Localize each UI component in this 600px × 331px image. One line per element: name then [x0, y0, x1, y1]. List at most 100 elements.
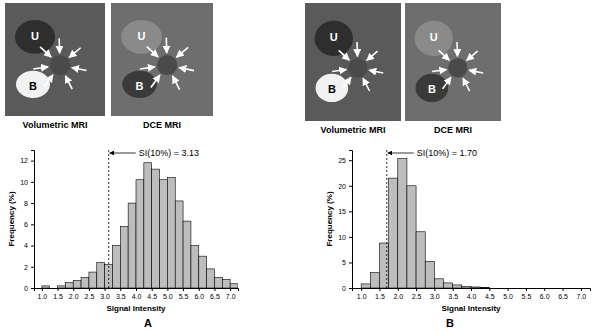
axis-line [349, 151, 353, 289]
histogram-bar [120, 226, 128, 288]
arrow [363, 78, 370, 91]
tick: 6.0 [194, 288, 204, 300]
arrow [456, 42, 458, 56]
histogram-bar [370, 273, 379, 288]
image-background [111, 3, 213, 116]
tick-label: 3.0 [100, 293, 110, 300]
histogram-bar [379, 243, 388, 288]
mri-image: UB [5, 3, 105, 116]
tick-label: 2.0 [393, 293, 403, 300]
tick: 7.0 [576, 288, 586, 300]
histogram-bar [112, 246, 120, 288]
tick-label: 1.5 [53, 293, 63, 300]
arrow [332, 70, 346, 72]
histogram-bar [175, 201, 183, 288]
tick-label: 4.0 [467, 293, 477, 300]
image-label: B [428, 83, 436, 95]
bladder-region [122, 71, 157, 98]
tick-label: 5.0 [503, 293, 513, 300]
arrow [140, 67, 155, 69]
axis-line [353, 289, 591, 292]
histogram-bar [462, 286, 471, 288]
tick-label: 4.0 [132, 293, 142, 300]
plot-area [361, 150, 489, 288]
tick-mark [199, 288, 200, 291]
tick: 7.0 [226, 288, 236, 300]
image-caption: DCE MRI [143, 120, 181, 130]
tick: 0 [24, 285, 34, 292]
arrow [176, 47, 188, 57]
histogram-bar [128, 203, 136, 288]
arrow [469, 70, 483, 73]
tick-mark [349, 288, 352, 289]
image-background [305, 3, 401, 121]
tick-mark [167, 288, 168, 291]
arrow [44, 75, 53, 87]
tick: 1.5 [53, 288, 63, 300]
tick-mark [42, 288, 43, 291]
y-axis: 0510152025 [338, 151, 352, 292]
tick-label: 10 [20, 179, 28, 186]
histogram-bar [97, 263, 105, 288]
tick-mark [120, 288, 121, 291]
tick-mark [31, 288, 34, 289]
arrow [58, 38, 60, 53]
tick: 2.5 [85, 288, 95, 300]
tick-label: 1.0 [357, 293, 367, 300]
histogram-bar [167, 178, 175, 288]
y-axis: 024681012 [20, 151, 34, 292]
tick: 20 [338, 183, 352, 190]
tick-mark [89, 288, 90, 291]
histogram-bar [398, 159, 407, 288]
tick: 6 [24, 221, 34, 228]
tick-label: 8 [24, 200, 28, 207]
mri-image: UB [305, 3, 401, 121]
tick: 2.0 [69, 288, 79, 300]
image-label: U [430, 31, 438, 43]
histogram-bar [444, 283, 453, 288]
panel-label: B [446, 317, 454, 329]
tick-mark [416, 288, 417, 291]
tick: 4.5 [485, 288, 495, 300]
histogram-bar [81, 277, 89, 288]
histogram-bar [50, 288, 58, 289]
arrow [467, 51, 478, 60]
tick: 10 [20, 179, 34, 186]
tick: 6.0 [540, 288, 550, 300]
tick-label: 5.5 [522, 293, 532, 300]
tumour-region [448, 58, 467, 77]
uterus-region [315, 21, 353, 56]
arrow [40, 47, 51, 57]
tick: 10 [338, 234, 352, 241]
histogram-bar [214, 277, 222, 288]
tick: 5.5 [522, 288, 532, 300]
tick-label: 10 [338, 234, 346, 241]
arrow [147, 47, 158, 57]
tick-label: 3.5 [116, 293, 126, 300]
tick-label: 2 [24, 264, 28, 271]
arrow [367, 51, 378, 60]
tick-label: 5.5 [179, 293, 189, 300]
arrow [72, 68, 87, 71]
figure: UBVolumetric MRIUBDCE MRIAUBVolumetric M… [0, 0, 600, 331]
histogram-bar [480, 287, 489, 288]
tick-label: 2.0 [69, 293, 79, 300]
arrow [65, 76, 72, 89]
tick-label: 20 [338, 183, 346, 190]
tick: 15 [338, 208, 352, 215]
arrow [69, 48, 80, 58]
image-label: B [29, 80, 37, 92]
tick-label: 4.5 [147, 293, 157, 300]
histogram-bar [407, 186, 416, 288]
histogram-bar [65, 283, 73, 288]
tick: 1.5 [375, 288, 385, 300]
tick: 4.5 [147, 288, 157, 300]
tick: 3.5 [116, 288, 126, 300]
arrow [369, 70, 383, 73]
tick-label: 2.5 [85, 293, 95, 300]
annotation-arrow [110, 153, 136, 154]
tick-mark [31, 203, 34, 204]
plot-area [42, 150, 238, 288]
histogram-bar [152, 169, 160, 288]
tumour-region [157, 55, 177, 75]
